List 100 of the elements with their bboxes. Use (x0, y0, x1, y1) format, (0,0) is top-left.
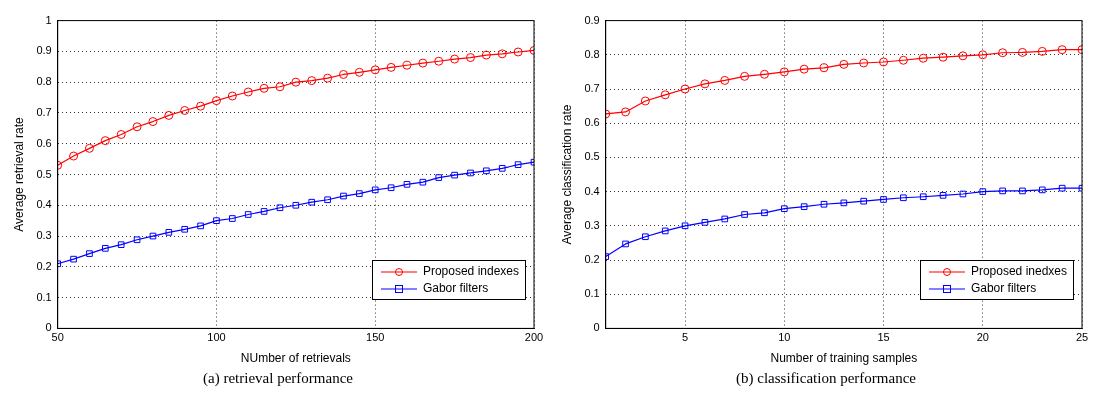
point (101, 245, 109, 252)
point (819, 63, 829, 73)
point (880, 196, 887, 203)
y-tick-label: 0.5 (584, 150, 600, 163)
point (180, 105, 190, 115)
y-tick-label: 0.3 (36, 229, 52, 242)
point (403, 181, 411, 188)
y-tick-label: 0.3 (584, 218, 600, 231)
point (999, 187, 1006, 195)
y-tick-label: 0 (45, 321, 52, 334)
point (1037, 46, 1047, 56)
point (839, 59, 849, 69)
point (244, 211, 252, 218)
x-tick-label: 100 (207, 331, 226, 344)
point (165, 229, 173, 236)
y-tick-label: 0.4 (584, 184, 600, 197)
point (514, 161, 522, 168)
point (467, 169, 474, 177)
text: (a) retrieval performance (202, 370, 354, 387)
point (132, 122, 142, 132)
point (959, 190, 967, 198)
point (640, 96, 650, 106)
point (371, 186, 379, 194)
x-tick-label: 10 (778, 331, 791, 344)
y-tick-label: 0.2 (36, 259, 52, 272)
point (498, 165, 506, 172)
y-tick-label: 0.7 (584, 82, 600, 95)
point (324, 196, 331, 204)
point (402, 60, 412, 70)
point (998, 48, 1008, 58)
y-tick-label: 0.8 (584, 47, 600, 60)
point (434, 56, 444, 66)
y-tick-label: 0.5 (36, 167, 52, 180)
point (840, 199, 848, 207)
point (621, 107, 631, 117)
point (481, 50, 491, 60)
point (1057, 45, 1067, 55)
point (148, 117, 158, 127)
legend-label: Proposed inedxes (970, 263, 1067, 281)
point (213, 217, 220, 224)
x-tick-label: 200 (524, 331, 544, 344)
point (338, 69, 348, 79)
point (700, 79, 710, 89)
y-tick-label: 0.1 (584, 287, 600, 300)
x-tick-label: 50 (51, 331, 64, 344)
point (859, 58, 869, 68)
point (860, 197, 868, 205)
point (497, 49, 507, 59)
legend-label: Gabor filters (422, 280, 489, 298)
y-tick-label: 0.9 (584, 13, 600, 26)
point (465, 53, 475, 63)
point (370, 65, 380, 75)
y-tick-label: 0.2 (584, 253, 600, 266)
point (260, 208, 268, 215)
point (800, 203, 808, 210)
point (918, 53, 928, 63)
point (69, 151, 79, 161)
point (211, 96, 221, 106)
point (978, 50, 988, 60)
y-tick-label: 0.1 (36, 290, 52, 303)
point (227, 91, 237, 101)
point (900, 194, 907, 202)
point (197, 222, 204, 230)
point (354, 67, 364, 77)
point (323, 73, 333, 83)
point (919, 193, 927, 201)
point (435, 174, 443, 181)
point (275, 82, 285, 92)
point (117, 241, 125, 249)
point (898, 55, 908, 65)
point (759, 69, 769, 79)
point (1058, 184, 1066, 192)
point (149, 232, 157, 240)
x-axis-title: Number of training samples (770, 351, 918, 366)
y-tick-label: 0.8 (36, 75, 52, 88)
x-tick-label: 20 (976, 331, 989, 344)
point (276, 204, 284, 212)
point (701, 219, 709, 226)
x-tick-label: 150 (366, 331, 385, 344)
point (450, 54, 460, 64)
point (720, 75, 730, 85)
y-tick-label: 0.9 (36, 44, 52, 57)
point (780, 205, 788, 213)
y-tick-label: 0.7 (36, 105, 52, 118)
x-tick-label: 5 (682, 331, 689, 344)
point (958, 51, 968, 61)
point (799, 64, 809, 74)
y-tick-label: 0.6 (584, 116, 600, 129)
point (721, 215, 729, 223)
point (196, 101, 206, 111)
point (740, 71, 750, 81)
y-axis-title: Average classification rate (559, 104, 574, 245)
point (681, 222, 689, 230)
x-tick-label: 25 (1075, 331, 1089, 344)
y-tick-label: 0 (593, 321, 600, 334)
point (779, 67, 789, 77)
y-axis-title: Average retrieval rate (11, 116, 26, 232)
point (133, 236, 141, 244)
point (164, 110, 174, 120)
point (1017, 47, 1027, 57)
